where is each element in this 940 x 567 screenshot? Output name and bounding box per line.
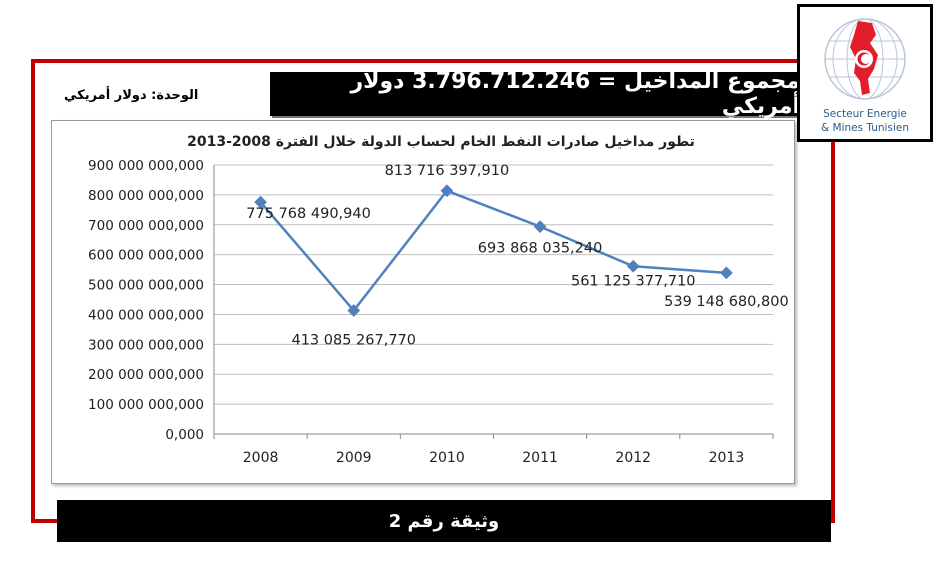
x-tick-label: 2011 [522, 450, 558, 466]
series-line [259, 189, 727, 313]
y-tick-label: 100 000 000,000 [88, 397, 204, 413]
y-tick-label: 200 000 000,000 [88, 367, 204, 383]
data-point [347, 304, 361, 317]
x-tick-label: 2008 [243, 450, 279, 466]
unit-label: الوحدة: دولار أمريكي [64, 88, 199, 103]
x-tick-label: 2010 [429, 450, 465, 466]
data-point [720, 266, 733, 280]
logo-line-1: Secteur Energie [823, 108, 907, 120]
total-revenue-banner: مجموع المداخيل = 3.796.712.246 دولار أمر… [270, 69, 800, 119]
chart-title: تطور مداخيل صادرات النفط الخام لحساب الد… [187, 134, 695, 150]
data-label: 813 716 397,910 [385, 163, 510, 179]
y-tick-label: 800 000 000,000 [88, 188, 204, 204]
y-tick-label: 0,000 [165, 427, 204, 443]
data-label: 693 868 035,240 [478, 241, 603, 257]
data-point [533, 220, 547, 233]
x-tick-label: 2009 [336, 450, 372, 466]
y-tick-label: 600 000 000,000 [88, 248, 204, 264]
chart-panel [51, 120, 795, 484]
data-point [626, 259, 640, 273]
x-tick-label: 2013 [709, 450, 745, 466]
y-tick-label: 700 000 000,000 [88, 218, 204, 234]
globe-map-icon [824, 18, 906, 100]
data-label: 539 148 680,800 [664, 294, 789, 310]
logo: Secteur Energie & Mines Tunisien [797, 4, 933, 142]
data-point [440, 184, 454, 198]
y-tick-label: 500 000 000,000 [88, 278, 204, 294]
data-label: 561 125 377,710 [571, 273, 696, 289]
y-tick-label: 400 000 000,000 [88, 307, 204, 323]
logo-line-2: & Mines Tunisien [821, 122, 909, 134]
line-chart: تطور مداخيل صادرات النفط الخام لحساب الد… [88, 134, 789, 466]
data-label: 775 768 490,940 [246, 206, 371, 222]
x-tick-label: 2012 [615, 450, 651, 466]
y-tick-label: 900 000 000,000 [88, 158, 204, 174]
document-caption: وثيقة رقم 2 [57, 500, 831, 542]
y-tick-label: 300 000 000,000 [88, 337, 204, 353]
data-label: 413 085 267,770 [291, 333, 416, 349]
